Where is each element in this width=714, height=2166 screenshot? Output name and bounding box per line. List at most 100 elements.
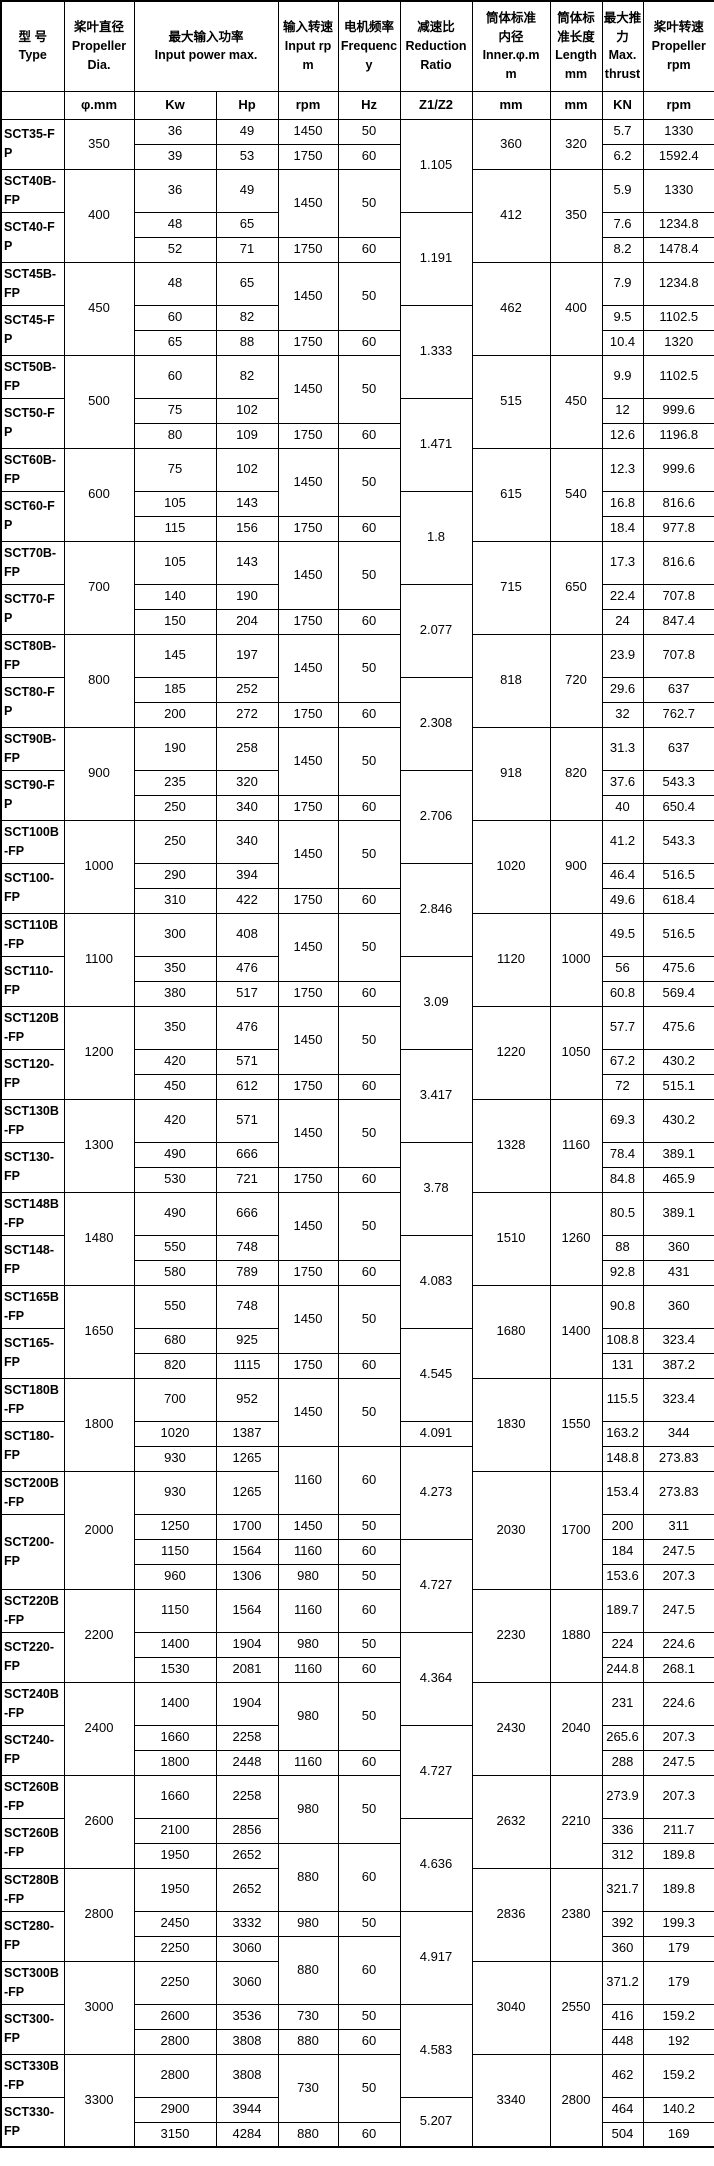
hz-cell: 60 <box>337 887 401 914</box>
rpm-cell: 980 <box>277 1563 339 1590</box>
model-cell: SCT90-F P <box>0 769 65 821</box>
hp-cell: 49 <box>215 168 279 213</box>
prop-rpm-cell: 311 <box>642 1513 714 1540</box>
ratio-cell: 4.583 <box>399 2003 473 2098</box>
hz-cell: 50 <box>337 261 401 331</box>
model-cell: SCT70B- FP <box>0 540 65 585</box>
prop-rpm-cell: 224.6 <box>642 1681 714 1726</box>
kw-cell: 550 <box>133 1284 217 1329</box>
hp-cell: 666 <box>215 1141 279 1168</box>
thrust-cell: 56 <box>601 955 644 982</box>
prop-rpm-cell: 618.4 <box>642 887 714 914</box>
thrust-cell: 148.8 <box>601 1445 644 1472</box>
length-cell: 1700 <box>549 1470 603 1590</box>
kw-cell: 2100 <box>133 1817 217 1844</box>
length-cell: 1160 <box>549 1098 603 1193</box>
kw-cell: 60 <box>133 304 217 331</box>
hz-cell: 60 <box>337 329 401 356</box>
thrust-cell: 57.7 <box>601 1005 644 1050</box>
hp-cell: 748 <box>215 1284 279 1329</box>
prop-rpm-cell: 140.2 <box>642 2096 714 2123</box>
kw-cell: 105 <box>133 540 217 585</box>
hz-cell: 60 <box>337 1166 401 1193</box>
inner-cell: 1220 <box>471 1005 551 1100</box>
dia-cell: 1480 <box>63 1191 135 1286</box>
thrust-cell: 18.4 <box>601 515 644 542</box>
model-cell: SCT220- FP <box>0 1631 65 1683</box>
hp-cell: 1564 <box>215 1588 279 1633</box>
thrust-cell: 265.6 <box>601 1724 644 1751</box>
unit-length-mm: mm <box>549 90 603 120</box>
kw-cell: 145 <box>133 633 217 678</box>
hp-cell: 394 <box>215 862 279 889</box>
dia-cell: 600 <box>63 447 135 542</box>
hz-cell: 60 <box>337 1842 401 1912</box>
length-cell: 540 <box>549 447 603 542</box>
inner-cell: 515 <box>471 354 551 449</box>
hp-cell: 748 <box>215 1234 279 1261</box>
prop-rpm-cell: 816.6 <box>642 490 714 517</box>
prop-rpm-cell: 1478.4 <box>642 236 714 263</box>
model-cell: SCT260B -FP <box>0 1774 65 1819</box>
hp-cell: 320 <box>215 769 279 796</box>
inner-cell: 3040 <box>471 1960 551 2055</box>
unit-prop-rpm: rpm <box>642 90 714 120</box>
hz-cell: 60 <box>337 980 401 1007</box>
thrust-cell: 8.2 <box>601 236 644 263</box>
hp-cell: 476 <box>215 1005 279 1050</box>
rpm-cell: 880 <box>277 2028 339 2055</box>
dia-cell: 900 <box>63 726 135 821</box>
table-row: 52 71 1750 60 8.2 1478.4 <box>1 236 714 263</box>
thrust-cell: 72 <box>601 1073 644 1100</box>
length-cell: 2040 <box>549 1681 603 1776</box>
kw-cell: 1530 <box>133 1656 217 1683</box>
col-header-input-power: 最大输入功率 Input power max. <box>133 0 279 92</box>
table-row: SCT330B -FP 3300 2800 3808 730 50 3340 2800 462 1… <box>0 2053 714 2148</box>
table-row: SCT110- FP 350 476 3.09 56 475.6 <box>0 955 714 1050</box>
length-cell: 400 <box>549 261 603 356</box>
length-cell: 2380 <box>549 1867 603 1962</box>
ratio-cell: 4.727 <box>399 1538 473 1633</box>
kw-cell: 2250 <box>133 1935 217 1962</box>
thrust-cell: 312 <box>601 1842 644 1869</box>
dia-cell: 2800 <box>63 1867 135 1962</box>
thrust-cell: 67.2 <box>601 1048 644 1075</box>
hp-cell: 408 <box>215 912 279 957</box>
dia-cell: 2400 <box>63 1681 135 1776</box>
model-cell: SCT40B- FP <box>0 168 65 213</box>
unit-hp: Hp <box>215 90 279 120</box>
prop-rpm-cell: 637 <box>642 726 714 771</box>
hp-cell: 3808 <box>215 2028 279 2055</box>
prop-rpm-cell: 430.2 <box>642 1048 714 1075</box>
table-row: 65 88 1750 60 10.4 1320 <box>1 329 714 356</box>
inner-cell: 2632 <box>471 1774 551 1869</box>
model-cell: SCT100- FP <box>0 862 65 914</box>
rpm-cell: 1750 <box>277 980 339 1007</box>
table-row: SCT165B -FP 1650 550 748 1450 50 1680 1400 90.8 3… <box>0 1284 714 1379</box>
hz-cell: 50 <box>337 1098 401 1168</box>
prop-rpm-cell: 1196.8 <box>642 422 714 449</box>
hp-cell: 789 <box>215 1259 279 1286</box>
ratio-cell: 2.846 <box>399 862 473 957</box>
hz-cell: 60 <box>337 2028 401 2055</box>
prop-rpm-cell: 650.4 <box>642 794 714 821</box>
dia-cell: 1200 <box>63 1005 135 1100</box>
rpm-cell: 1450 <box>277 1513 339 1540</box>
dia-cell: 1800 <box>63 1377 135 1472</box>
thrust-cell: 392 <box>601 1910 644 1937</box>
length-cell: 1050 <box>549 1005 603 1100</box>
table-row: SCT280B -FP 2800 1950 2652 2836 2380 321.7 189.… <box>0 1867 714 1962</box>
thrust-cell: 288 <box>601 1749 644 1776</box>
hp-cell: 65 <box>215 211 279 238</box>
prop-rpm-cell: 707.8 <box>642 583 714 610</box>
inner-cell: 1510 <box>471 1191 551 1286</box>
model-cell: SCT240B -FP <box>0 1681 65 1726</box>
hp-cell: 143 <box>215 490 279 517</box>
table-row: SCT180B -FP 1800 700 952 1450 50 1830 1550 115.5… <box>0 1377 714 1472</box>
kw-cell: 200 <box>133 701 217 728</box>
hp-cell: 3060 <box>215 1935 279 1962</box>
hz-cell: 60 <box>337 2121 401 2148</box>
thrust-cell: 12.6 <box>601 422 644 449</box>
kw-cell: 290 <box>133 862 217 889</box>
dia-cell: 2000 <box>63 1470 135 1590</box>
